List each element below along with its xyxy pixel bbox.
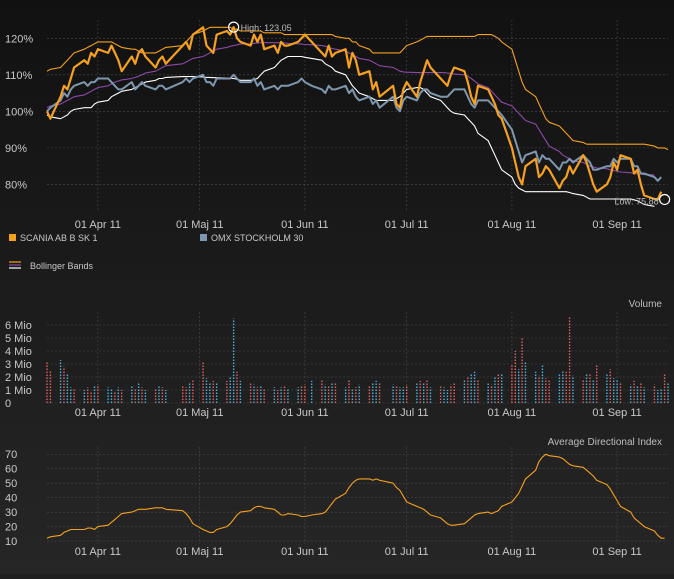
price-x-tick-label: 01 Maj 11 [176, 219, 224, 231]
high-marker-circle [228, 21, 240, 33]
price-x-tick-label: 01 Jun 11 [281, 219, 329, 231]
adx-line [46, 453, 665, 539]
adx-y-tick-label: 40 [5, 493, 17, 505]
volume-y-tick-label: 1 Mio [5, 385, 32, 397]
volume-y-tick-label: 3 Mio [5, 359, 32, 371]
bollinger-upper-line [46, 26, 669, 151]
adx-x-tick-label: 01 Jul 11 [385, 546, 429, 558]
volume-y-tick-label: 2 Mio [5, 372, 32, 384]
price-y-tick-label: 110% [5, 70, 33, 82]
scania-price-line [46, 26, 663, 201]
volume-panel-grid [47, 312, 668, 404]
legend-label-bollinger: Bollinger Bands [30, 261, 94, 271]
adx-x-tick-labels: 01 Apr 11 01 Maj 11 01 Jun 11 01 Jul 11 01 A… [75, 546, 642, 558]
volume-y-tick-label: 0 [5, 398, 11, 410]
adx-x-tick-label: 01 Maj 11 [176, 546, 224, 558]
adx-panel-grid [47, 447, 668, 544]
legend-swatch-scania [9, 234, 16, 241]
volume-x-tick-label: 01 Jul 11 [385, 407, 429, 419]
adx-y-tick-label: 50 [5, 478, 17, 490]
price-x-tick-label: 01 Apr 11 [75, 219, 121, 231]
volume-bars [46, 317, 669, 403]
price-panel-grid [47, 20, 668, 210]
adx-series [46, 453, 665, 539]
low-annotation-label: Low: 75.88 [615, 196, 659, 206]
adx-x-tick-label: 01 Apr 11 [75, 546, 121, 558]
volume-y-tick-label: 5 Mio [5, 333, 32, 345]
volume-y-tick-label: 4 Mio [5, 346, 32, 358]
adx-x-tick-label: 01 Jun 11 [281, 546, 329, 558]
adx-y-tick-labels: 10 20 30 40 50 60 70 [5, 449, 17, 548]
adx-y-tick-label: 60 [5, 464, 17, 476]
volume-x-tick-label: 01 Maj 11 [176, 407, 224, 419]
volume-x-tick-label: 01 Jun 11 [281, 407, 329, 419]
price-x-tick-label: 01 Sep 11 [592, 219, 641, 231]
price-x-tick-label: 01 Aug 11 [488, 219, 537, 231]
price-y-tick-label: 100% [5, 106, 33, 118]
adx-x-tick-label: 01 Aug 11 [488, 546, 537, 558]
adx-y-tick-label: 70 [5, 449, 17, 461]
volume-x-tick-label: 01 Aug 11 [488, 407, 537, 419]
adx-panel-title: Average Directional Index [548, 437, 662, 448]
adx-y-tick-label: 10 [5, 536, 17, 548]
high-annotation-label: High: 123.05 [241, 23, 292, 33]
adx-y-tick-label: 20 [5, 522, 17, 534]
volume-panel-title: Volume [629, 299, 663, 310]
legend-label-omx: OMX STOCKHOLM 30 [211, 233, 303, 243]
price-panel-series [46, 26, 669, 207]
price-y-tick-label: 80% [5, 179, 27, 191]
price-x-tick-label: 01 Jul 11 [385, 219, 429, 231]
legend: SCANIA AB B SK 1 OMX STOCKHOLM 30 Bollinge… [9, 233, 303, 271]
price-y-tick-labels: 80% 90% 100% 110% 120% [5, 33, 33, 191]
volume-x-tick-labels: 01 Apr 11 01 Maj 11 01 Jun 11 01 Jul 11 01 A… [75, 407, 642, 419]
legend-swatch-omx [200, 234, 207, 241]
adx-x-tick-label: 01 Sep 11 [592, 546, 641, 558]
price-y-tick-label: 120% [5, 33, 33, 45]
price-annotations: High: 123.05 Low: 75.88 [228, 21, 671, 206]
legend-label-scania: SCANIA AB B SK 1 [20, 233, 98, 243]
volume-x-tick-label: 01 Apr 11 [75, 407, 121, 419]
price-x-tick-labels: 01 Apr 11 01 Maj 11 01 Jun 11 01 Jul 11 01 A… [75, 219, 642, 231]
volume-x-tick-label: 01 Sep 11 [592, 407, 641, 419]
omx-index-line [46, 73, 662, 182]
low-marker-circle [659, 193, 671, 206]
price-y-tick-label: 90% [5, 143, 27, 155]
volume-y-tick-label: 6 Mio [5, 320, 32, 332]
adx-y-tick-label: 30 [5, 507, 17, 519]
